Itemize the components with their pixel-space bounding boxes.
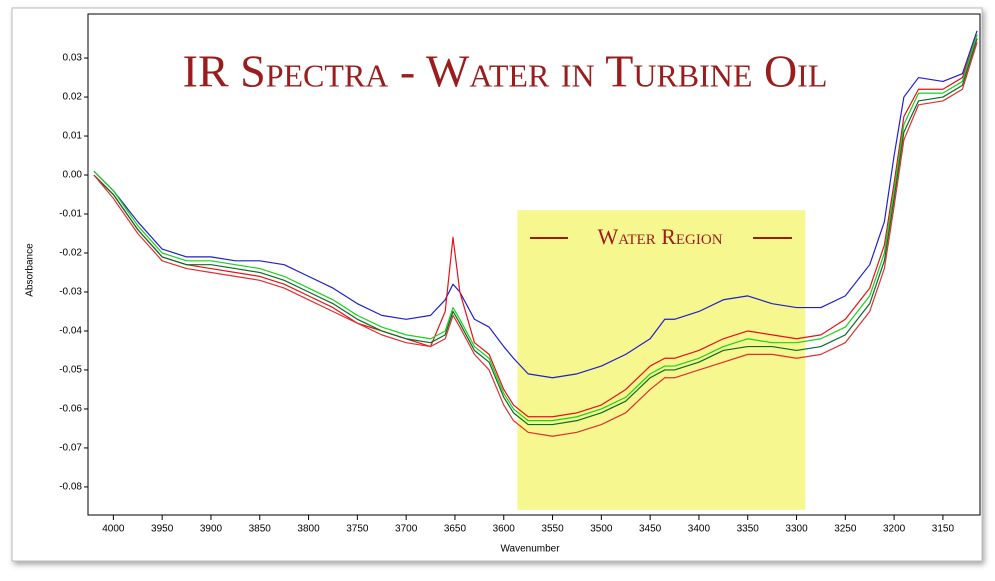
chart-title: IR Spectra - Water in Turbine Oil [183,46,828,97]
x-tick-label: 3700 [395,524,418,535]
x-tick-label: 3850 [249,524,272,535]
y-tick-label: -0.05 [59,365,82,376]
x-tick-label: 3600 [493,524,516,535]
x-tick-label: 3750 [346,524,369,535]
spectrum-line [93,34,978,422]
plot-frame [87,13,981,516]
x-tick-label: 3250 [834,524,857,535]
spectrum-line [93,42,978,437]
x-tick-label: 3900 [200,524,223,535]
x-axis-label: Wavenumber [500,544,560,555]
y-tick-label: 0.00 [63,170,83,181]
spectrum-line [93,30,978,379]
x-tick-label: 3350 [737,524,760,535]
spectrum-line [93,38,978,426]
x-tick-label: 3550 [541,524,564,535]
x-tick-label: 3500 [590,524,613,535]
y-tick-label: -0.02 [59,248,82,259]
y-tick-label: -0.08 [59,482,82,493]
x-tick-label: 3150 [932,524,955,535]
x-tick-label: 4000 [102,524,125,535]
y-tick-label: -0.07 [59,443,82,454]
y-tick-label: -0.04 [59,326,82,337]
y-tick-label: -0.03 [59,287,82,298]
y-axis-label: Absorbance [25,243,36,297]
y-tick-label: 0.03 [63,53,83,64]
x-tick-label: 3200 [883,524,906,535]
region-label: Water Region [597,224,722,249]
y-tick-label: -0.06 [59,404,82,415]
y-tick-label: 0.01 [63,131,83,142]
x-tick-label: 3800 [297,524,320,535]
panel [11,7,983,562]
y-tick-label: -0.01 [59,209,82,220]
x-tick-label: 3400 [688,524,711,535]
x-tick-label: 3300 [785,524,808,535]
spectrum-line [93,34,978,418]
x-tick-label: 3450 [639,524,662,535]
x-tick-label: 3650 [444,524,467,535]
y-tick-label: 0.02 [63,92,83,103]
x-tick-label: 3950 [151,524,174,535]
lines-layer [93,30,978,437]
